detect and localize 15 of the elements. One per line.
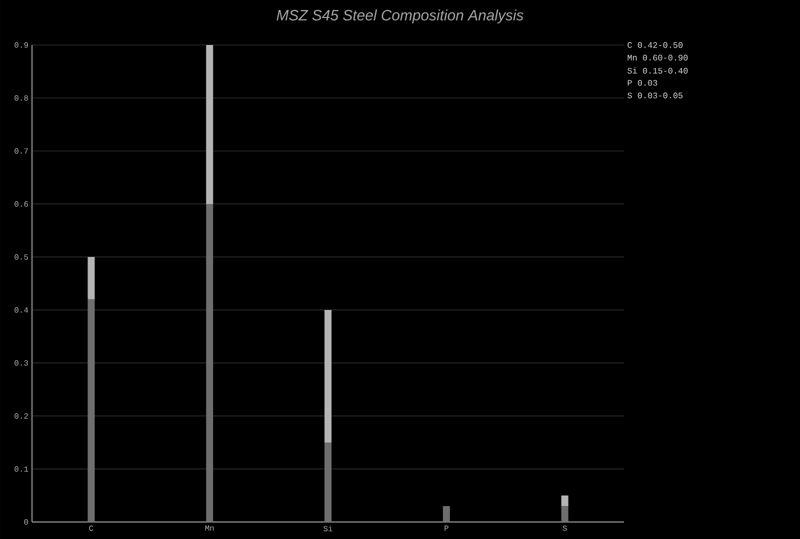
text: P 0.03 — [628, 80, 658, 86]
text: C 0.42-0.50 — [628, 42, 683, 48]
bar — [206, 204, 214, 522]
bar — [206, 44, 214, 204]
text: S 0.03-0.05 — [628, 92, 683, 98]
bar — [324, 442, 332, 522]
bar — [561, 495, 568, 506]
text: Si 0.15-0.40 — [628, 67, 688, 74]
bar — [88, 299, 95, 522]
bar — [88, 256, 95, 300]
text: Mn 0.60-0.90 — [628, 54, 688, 61]
chart-title: MSZ S45 Steel Composition Analysis — [276, 10, 524, 24]
bar — [324, 310, 332, 442]
bar — [561, 506, 568, 522]
bar — [442, 506, 450, 522]
